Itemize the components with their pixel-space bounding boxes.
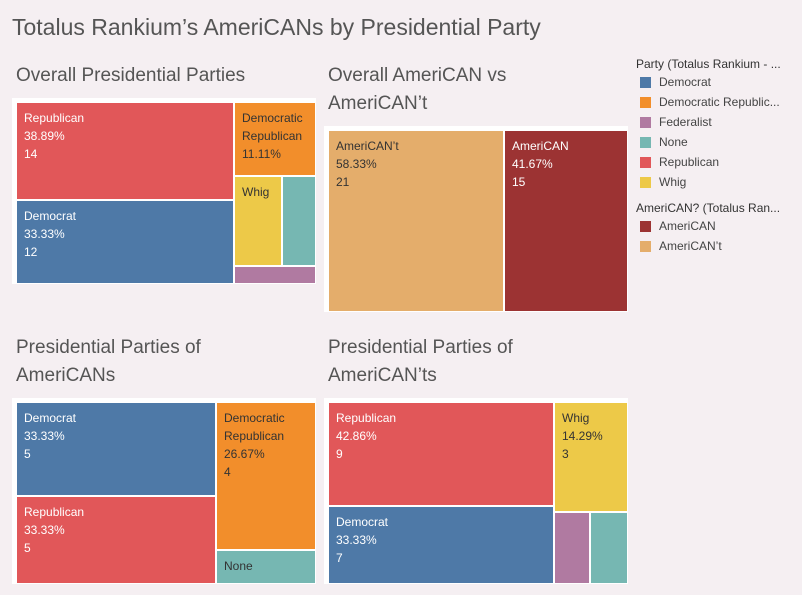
legend-party-item[interactable]: Republican [636,152,796,172]
treemap-tile-federalist[interactable] [554,512,590,584]
treemap-parties-of-americants: Republican 42.86% 9 Democrat 33.33% 7 Whig… [324,398,628,584]
legend-swatch [640,136,651,148]
legend-swatch [640,220,651,232]
tile-label: Democrat 33.33% 7 [336,515,389,565]
legend-americans-item[interactable]: AmeriCAN [636,216,796,236]
tile-label: Republican 38.89% 14 [24,111,85,161]
legend-title-americans: AmeriCAN? (Totalus Ran... [636,201,781,215]
treemap-tile-democratic-republican[interactable]: Democratic Republican 11.11% [234,102,316,176]
tile-label: AmeriCAN’t 58.33% 21 [336,139,399,189]
legend-label: AmeriCAN’t [659,239,722,253]
legend-title-party: Party (Totalus Rankium - ... [636,57,781,71]
chart-title-parties-of-americants: Presidential Parties of AmeriCAN’ts [328,337,513,386]
treemap-tile-none[interactable] [590,512,628,584]
legend-label: Federalist [659,115,712,129]
legend-label: Democratic Republic... [659,95,780,109]
chart-title-overall-americans: Overall AmeriCAN vs AmeriCAN’t [328,65,507,114]
legend-swatch [640,156,651,168]
legend-americans-list: AmeriCAN AmeriCAN’t [636,216,796,256]
tile-label: Whig [242,185,270,199]
treemap-tile-democrat[interactable]: Democrat 33.33% 5 [16,402,216,496]
tile-label: Democratic Republican 11.11% [242,111,303,161]
tile-label: Democrat 33.33% 12 [24,209,77,259]
legend-label: AmeriCAN [659,219,716,233]
tile-label: Democratic Republican 26.67% 4 [224,411,285,479]
legend-label: Whig [659,175,687,189]
treemap-overall-parties: Republican 38.89% 14 Democrat 33.33% 12 De… [12,98,316,284]
treemap-tile-whig[interactable]: Whig [234,176,282,266]
chart-title-parties-of-americans: Presidential Parties of AmeriCANs [16,337,201,386]
treemap-tile-democrat[interactable]: Democrat 33.33% 7 [328,506,554,584]
tile-label: None [224,559,253,573]
treemap-tile-republican[interactable]: Republican 33.33% 5 [16,496,216,584]
legend-swatch [640,240,651,252]
treemap-tile-none[interactable] [282,176,316,266]
treemap-tile-american[interactable]: AmeriCAN 41.67% 15 [504,130,628,312]
dashboard-title: Totalus Rankium’s AmeriCANs by President… [12,14,541,40]
treemap-overall-americans: AmeriCAN’t 58.33% 21 AmeriCAN 41.67% 15 [324,126,628,312]
legend-party-item[interactable]: Democrat [636,72,796,92]
legend-label: Democrat [659,75,712,89]
treemap-tile-none[interactable]: None [216,550,316,584]
legend-label: None [659,135,688,149]
tile-label: Republican 42.86% 9 [336,411,397,461]
legend-party-item[interactable]: Democratic Republic... [636,92,796,112]
treemap-tile-democratic-republican[interactable]: Democratic Republican 26.67% 4 [216,402,316,550]
chart-title-overall-parties: Overall Presidential Parties [16,65,246,86]
tile-label: AmeriCAN 41.67% 15 [512,139,569,189]
legend-party-list: Democrat Democratic Republic... Federalist… [636,72,796,192]
legend-party-item[interactable]: Federalist [636,112,796,132]
tile-label: Republican 33.33% 5 [24,505,85,555]
legend-swatch [640,76,651,88]
legend-label: Republican [659,155,720,169]
legend-swatch [640,116,651,128]
treemap-tile-republican[interactable]: Republican 42.86% 9 [328,402,554,506]
tile-label: Whig 14.29% 3 [562,411,603,461]
tile-label: Democrat 33.33% 5 [24,411,77,461]
treemap-tile-federalist[interactable] [234,266,316,284]
legend-party-item[interactable]: Whig [636,172,796,192]
legend-swatch [640,176,651,188]
legend-swatch [640,96,651,108]
treemap-tile-whig[interactable]: Whig 14.29% 3 [554,402,628,512]
treemap-tile-american-t[interactable]: AmeriCAN’t 58.33% 21 [328,130,504,312]
legend-americans-item[interactable]: AmeriCAN’t [636,236,796,256]
treemap-tile-democrat[interactable]: Democrat 33.33% 12 [16,200,234,284]
treemap-tile-republican[interactable]: Republican 38.89% 14 [16,102,234,200]
legend-party-item[interactable]: None [636,132,796,152]
legend: Party (Totalus Rankium - ... Democrat Dem… [636,56,796,256]
treemap-parties-of-americans: Democrat 33.33% 5 Republican 33.33% 5 Demo… [12,398,316,584]
